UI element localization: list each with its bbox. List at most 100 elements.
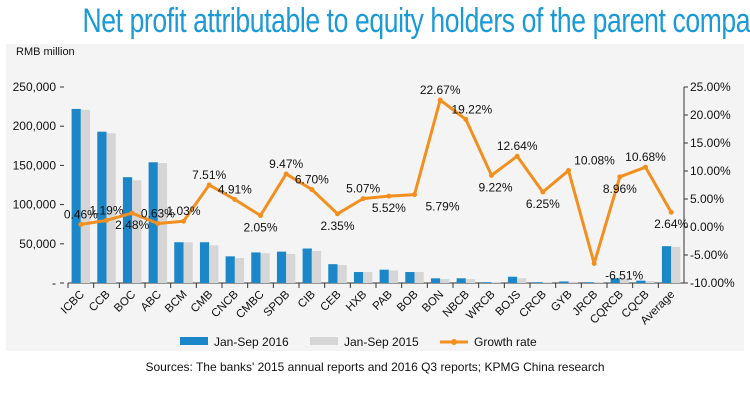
x-tick-label: CMBC [234,289,266,321]
bar-2016 [328,264,338,283]
bar-2015 [440,279,450,283]
data-label: 5.79% [425,200,459,214]
growth-point [232,197,238,203]
legend-label: Jan-Sep 2015 [344,335,419,349]
bar-2015 [568,281,578,283]
data-label: 2.48% [115,218,149,232]
bar-2015 [414,272,424,283]
y-tick-label: - [52,276,56,290]
growth-point [540,189,546,195]
data-label: 0.63% [141,206,175,220]
bar-2016 [430,278,441,283]
bar-2016 [405,272,415,283]
x-tick-label: BOB [395,288,421,314]
chart: - 50,000 100,000 150,000 200,000 250,000 -10.0… [13,80,735,349]
bar-2015 [671,246,681,283]
data-label: 6.25% [526,197,560,211]
bar-2015 [465,279,476,283]
data-label: 6.70% [295,172,329,186]
bar-2015 [517,278,527,283]
bar-2016 [661,246,672,283]
data-label: 5.07% [346,182,380,196]
data-label: 9.47% [269,157,303,171]
bar-2015 [209,245,219,283]
y-tick-label: 50,000 [19,237,56,251]
y2-tick-label: 10.00% [690,164,731,178]
x-tick-label: CCB [87,288,113,314]
data-label: 0.46% [64,207,98,221]
y-tick-label: 250,000 [13,80,57,94]
x-tick-label: SPDB [262,288,293,319]
growth-point [617,174,623,180]
x-tick-label: BCM [163,289,190,316]
bar-2016 [610,278,620,283]
growth-point [643,164,648,170]
growth-point [489,172,494,178]
legend-label: Growth rate [474,335,537,349]
growth-point [566,168,571,174]
y-tick-label: 200,000 [13,119,57,133]
data-label: 10.08% [574,154,615,168]
bar-2015 [594,282,604,283]
bar-2016 [302,248,312,283]
y-tick-label: 100,000 [13,198,57,212]
bar-2015 [337,264,347,283]
growth-point [258,213,263,219]
bar-2016 [559,281,569,283]
bar-2016 [636,280,646,283]
growth-point [360,196,366,202]
growth-point [668,209,674,215]
bar-2015 [363,272,373,283]
y2-tick-label: 0.00% [690,220,724,234]
data-label: 10.68% [625,150,666,164]
x-tick-label: BOC [112,289,138,315]
growth-point [155,220,161,226]
bar-2016 [533,282,543,283]
bar-2015 [260,253,270,283]
x-tick-label: ABC [139,289,164,314]
growth-point [386,193,392,199]
bar-2016 [353,272,364,283]
bar-2015 [106,133,116,283]
bar-2015 [542,282,553,283]
bar-2016 [122,177,133,283]
data-label: 2.05% [243,221,277,235]
x-tick-label: ICBC [59,289,87,317]
y2-tick-label: 5.00% [690,192,724,206]
growth-point [129,210,135,216]
bar-2015 [80,109,91,284]
y-tick-label: 150,000 [13,158,57,172]
bar-2016 [71,108,81,284]
bar-2015 [311,250,322,283]
data-label: 1.03% [166,204,200,218]
data-label: 7.51% [192,168,226,182]
data-label: 22.67% [420,83,461,97]
growth-point [335,211,340,217]
x-tick-label: CRCB [517,288,549,320]
bar-2016 [456,278,466,283]
growth-point [591,260,597,266]
y2-tick-label: -10.00% [690,276,735,290]
bar-2016 [174,242,184,283]
data-label: 12.64% [497,139,538,153]
bar-2015 [491,282,501,283]
data-label: 8.96% [603,182,637,196]
bar-2016 [97,131,107,283]
bar-2016 [584,282,595,283]
bar-2015 [132,180,142,283]
data-label: 1.19% [89,203,123,217]
bar-2016 [251,252,261,283]
y2-tick-label: 15.00% [690,136,731,150]
growth-rate-line [80,98,673,265]
growth-point [437,97,443,103]
growth-point [104,217,109,223]
growth-point [181,218,186,224]
y2-tick-label: 25.00% [690,80,731,94]
y2-tick-label: 20.00% [690,108,731,122]
data-label: 2.35% [320,219,354,233]
legend-marker [451,339,457,345]
growth-point [206,182,212,188]
x-tick-label: CIB [296,288,318,310]
growth-point [463,116,469,122]
bar-2015 [619,279,630,283]
